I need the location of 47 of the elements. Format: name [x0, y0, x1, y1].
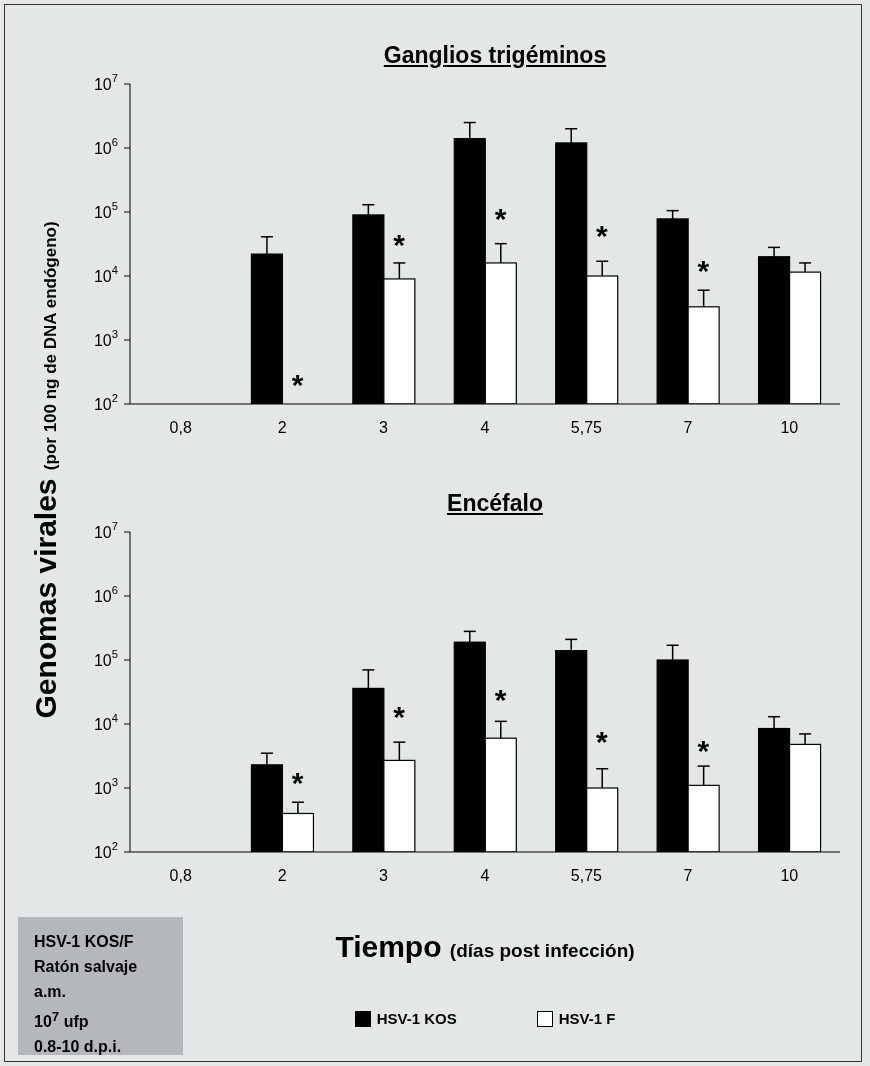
- x-tick-label: 0,8: [169, 867, 192, 885]
- annotation: *: [392, 227, 406, 262]
- y-axis-title: Genomas virales (por 100 ng de DNA endógeno): [29, 221, 62, 719]
- annotation: *: [696, 732, 711, 767]
- x-tick-label: 10: [780, 419, 799, 437]
- annotation: *: [493, 682, 508, 717]
- y-tick-label: 10$^{4}$: [93, 264, 118, 285]
- x-tick-label: 4: [480, 419, 490, 437]
- y-tick-label: 10$^{4}$: [93, 712, 118, 733]
- annotation: *: [392, 698, 406, 733]
- y-tick-label: 10$^{6}$: [93, 136, 118, 157]
- x-tick-label: 7: [683, 419, 693, 437]
- x-tick-label: 5,75: [570, 867, 603, 885]
- x-tick-label: 2: [277, 867, 287, 885]
- y-tick-label: 10$^{2}$: [93, 392, 118, 413]
- annotation: *: [493, 200, 508, 235]
- annotation: *: [290, 366, 305, 401]
- annotation: *: [595, 218, 609, 253]
- y-tick-label: 10$^{3}$: [93, 328, 118, 349]
- chart-title: Ganglios trigéminos: [383, 42, 607, 68]
- legend-label: HSV-1 F: [558, 1010, 616, 1027]
- annotation: *: [595, 724, 609, 759]
- x-tick-label: 4: [480, 867, 490, 885]
- text: 10$^{7}$ ufp: [34, 1008, 90, 1033]
- x-axis-title: Tiempo (días post infección): [335, 930, 635, 963]
- y-tick-label: 10$^{3}$: [93, 776, 118, 797]
- x-tick-label: 7: [683, 867, 693, 885]
- text: a.m.: [34, 982, 67, 1002]
- x-tick-label: 2: [277, 419, 287, 437]
- text: Ratón salvaje: [34, 957, 139, 977]
- y-tick-label: 10$^{5}$: [93, 200, 118, 221]
- annotation: *: [696, 252, 711, 287]
- y-tick-label: 10$^{7}$: [93, 72, 118, 93]
- y-tick-label: 10$^{5}$: [93, 648, 118, 669]
- text: HSV-1 KOS/F: [34, 932, 135, 952]
- y-tick-label: 10$^{7}$: [93, 520, 118, 541]
- x-tick-label: 10: [780, 867, 799, 885]
- annotation: *: [290, 764, 305, 799]
- x-tick-label: 5,75: [570, 419, 603, 437]
- x-tick-label: 0,8: [169, 419, 192, 437]
- chart-title: Encéfalo: [447, 490, 543, 516]
- y-tick-label: 10$^{2}$: [93, 840, 118, 861]
- x-tick-label: 3: [379, 867, 389, 885]
- y-tick-label: 10$^{6}$: [93, 584, 118, 605]
- text: 0.8-10 d.p.i.: [34, 1037, 123, 1058]
- x-tick-label: 3: [379, 419, 389, 437]
- legend-label: HSV-1 KOS: [376, 1010, 457, 1027]
